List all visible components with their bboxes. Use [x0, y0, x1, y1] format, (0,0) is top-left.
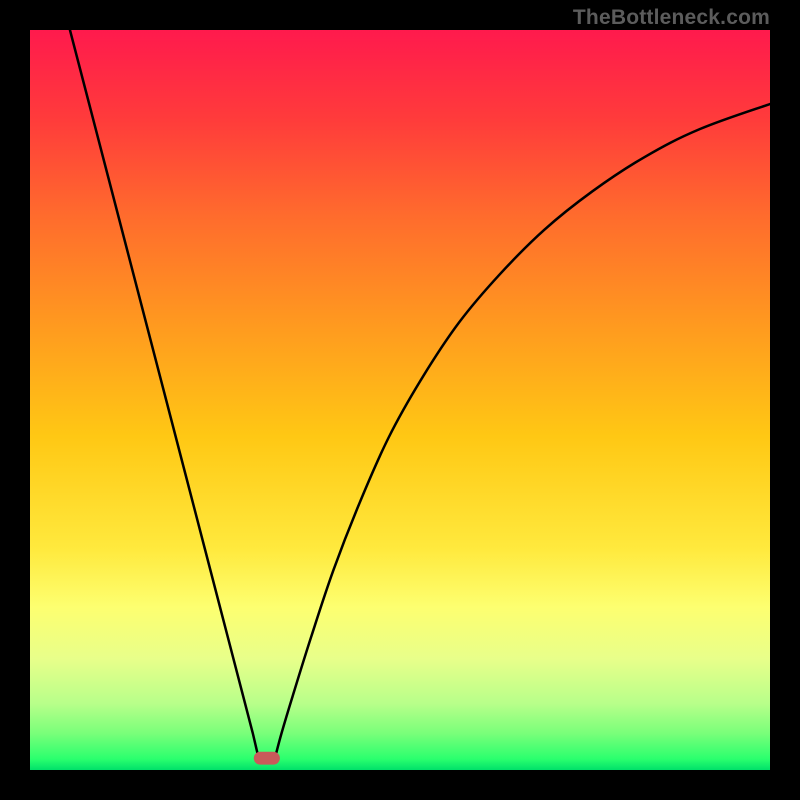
plot-area: [30, 30, 770, 770]
chart-frame: TheBottleneck.com: [0, 0, 800, 800]
gradient-background: [30, 30, 770, 770]
watermark-text: TheBottleneck.com: [573, 6, 770, 30]
chart-svg: [30, 30, 770, 770]
notch-marker: [254, 752, 279, 764]
